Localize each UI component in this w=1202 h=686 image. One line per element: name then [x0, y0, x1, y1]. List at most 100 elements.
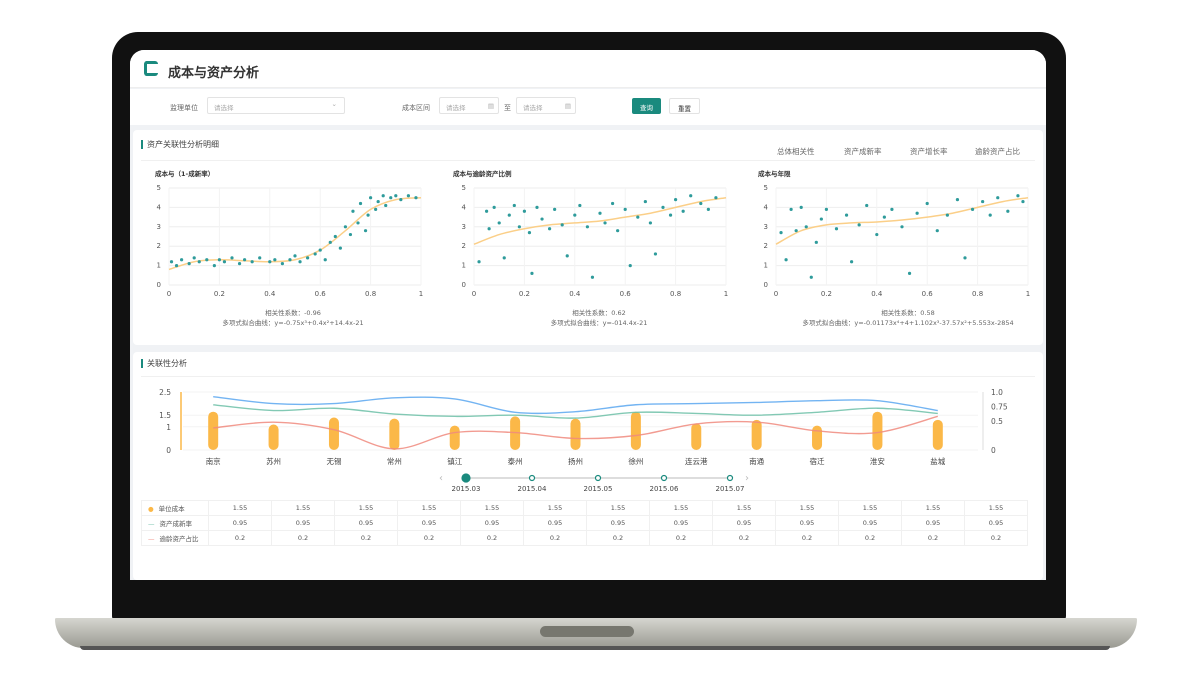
data-point: [169, 260, 174, 264]
data-point: [502, 256, 506, 260]
x-tick-label: 0.4: [264, 290, 276, 298]
tab-overall[interactable]: 总体相关性: [777, 147, 815, 156]
detail-card: 资产关联性分析明细 总体相关性 资产成新率 资产增长率 逾龄资产占比 成本与（1…: [133, 130, 1043, 345]
table-cell: 0.95: [334, 515, 398, 531]
data-point: [653, 252, 658, 256]
data-point: [560, 223, 564, 227]
timeline-node[interactable]: [461, 473, 471, 483]
row-label-text: 单位成本: [158, 505, 185, 513]
chart2-title: 成本与逾龄资产比例: [453, 170, 512, 178]
tab-newness[interactable]: 资产成新率: [844, 147, 882, 156]
reset-button[interactable]: 重置: [669, 98, 700, 114]
scatter-chart-3: 0 1 2 3 4 5 0 0.2 0.4 0.6 0.8 1: [764, 184, 1031, 298]
x-category-label: 南京: [206, 456, 221, 466]
data-point: [273, 258, 277, 262]
y-tick-label: 1: [764, 262, 768, 270]
table-cell: 0.2: [901, 530, 965, 546]
relation-title: 关联性分析: [141, 359, 187, 368]
data-point: [636, 215, 640, 219]
timeline-node[interactable]: [594, 474, 602, 482]
to-placeholder: 请选择: [523, 104, 543, 112]
data-point: [376, 199, 380, 204]
bar: [872, 411, 883, 450]
data-point: [293, 254, 297, 258]
bar: [389, 418, 400, 450]
bar: [268, 424, 279, 450]
data-point: [799, 205, 803, 209]
data-point: [497, 221, 501, 225]
table-cell: 1.55: [586, 500, 650, 516]
data-point: [374, 207, 378, 211]
data-point: [643, 199, 647, 204]
data-point: [507, 213, 511, 217]
table-cell: 0.2: [460, 530, 524, 546]
x-tick-label: 0: [472, 290, 476, 298]
x-tick-label: 1: [724, 290, 728, 298]
range-from-input[interactable]: 请选择 ▤: [439, 97, 499, 114]
chart3-title: 成本与年限: [758, 170, 791, 178]
data-point: [174, 264, 179, 268]
timeline-label: 2015.03: [452, 485, 481, 493]
data-point: [243, 258, 247, 262]
x-category-label: 南通: [749, 456, 764, 466]
legend-marker-icon: —: [148, 535, 155, 543]
x-tick-label: 0.2: [519, 290, 530, 298]
y-tick-label: 2: [157, 242, 161, 250]
data-point: [590, 275, 595, 279]
table-cell: 0.2: [334, 530, 398, 546]
timeline-label: 2015.06: [650, 485, 679, 493]
timeline-node[interactable]: [660, 474, 668, 482]
unit-placeholder: 请选择: [214, 104, 234, 112]
row-label-text: 逾龄资产占比: [159, 535, 199, 543]
data-point: [875, 232, 879, 237]
chevron-right-icon[interactable]: ›: [745, 473, 749, 484]
data-point: [955, 198, 960, 202]
data-point: [477, 260, 481, 264]
data-point: [981, 199, 985, 204]
y-tick-label: 3: [764, 223, 768, 231]
data-point: [779, 231, 783, 235]
unit-select[interactable]: 请选择 ⌄: [207, 97, 345, 114]
data-point: [230, 256, 234, 260]
data-point: [628, 264, 632, 268]
data-point: [548, 227, 552, 231]
chart1-title: 成本与（1-成新率）: [155, 170, 215, 178]
range-to-input[interactable]: 请选择 ▤: [516, 97, 576, 114]
y-tick-label: 4: [157, 203, 162, 211]
left-tick-label: 1.5: [159, 411, 171, 420]
timeline-node[interactable]: [528, 474, 536, 482]
divider: [141, 376, 1035, 377]
chart1-corr: 相关性系数：-0.96: [265, 309, 321, 317]
timeline-node[interactable]: [726, 474, 734, 482]
query-button[interactable]: 查询: [632, 98, 661, 114]
data-point: [714, 196, 718, 200]
data-point: [333, 234, 337, 239]
y-tick-label: 3: [462, 223, 466, 231]
timeline-label: 2015.07: [716, 485, 745, 493]
x-tick-label: 0.8: [972, 290, 983, 298]
y-tick-label: 0: [157, 281, 161, 289]
tab-growth[interactable]: 资产增长率: [910, 147, 948, 156]
bar: [449, 425, 460, 450]
x-category-label: 连云港: [685, 456, 708, 466]
table-cell: 0.2: [964, 530, 1028, 546]
left-tick-label: 2.5: [159, 388, 171, 397]
table-cell: 0.95: [271, 515, 335, 531]
chevron-left-icon[interactable]: ‹: [439, 473, 443, 484]
y-tick-label: 5: [462, 184, 466, 192]
x-tick-label: 0.2: [214, 290, 225, 298]
table-row: ● 单位成本 1.55 1.55 1.55 1.55 1.55 1.55 1.55 1.55 1.5…: [141, 500, 1028, 516]
detail-title: 资产关联性分析明细: [141, 140, 219, 149]
data-point: [699, 201, 703, 206]
table-cell: 0.95: [208, 515, 272, 531]
tab-overage[interactable]: 逾龄资产占比: [975, 147, 1020, 156]
data-point: [250, 260, 254, 264]
data-point: [857, 223, 861, 227]
x-category-label: 徐州: [628, 456, 643, 466]
data-point: [540, 217, 544, 221]
chart3-formula: 多项式拟合曲线：y=-0.01173x⁴+4+1.102x³-37.57x²+5…: [802, 319, 1014, 327]
data-point: [313, 252, 317, 256]
data-table: ● 单位成本 1.55 1.55 1.55 1.55 1.55 1.55 1.55 1.55 1.5…: [141, 500, 1028, 546]
right-tick-label: 0.5: [991, 417, 1003, 426]
scatter-chart-2: 0 1 2 3 4 5 0 0.2 0.4 0.6 0.8 1: [462, 184, 729, 298]
